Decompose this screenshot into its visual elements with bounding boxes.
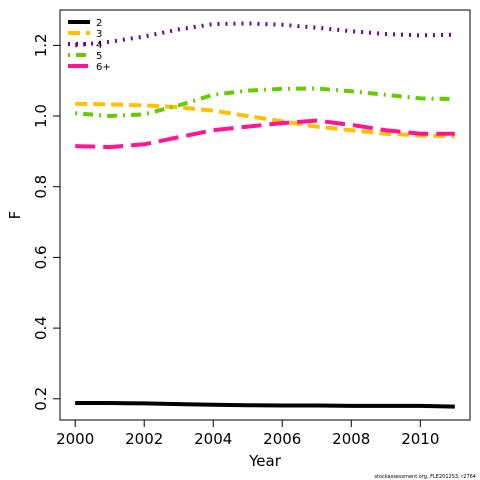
series-line bbox=[75, 86, 455, 118]
plot-frame bbox=[59, 9, 471, 421]
x-tick-label: 2006 bbox=[263, 430, 301, 448]
x-tick-label: 2000 bbox=[56, 430, 94, 448]
footer: stockassessment.org, FLE2012S3, r2764 bbox=[374, 474, 476, 480]
x-axis-label: Year bbox=[248, 452, 282, 470]
x-tick-label: 2008 bbox=[332, 430, 370, 448]
series-line bbox=[75, 101, 455, 139]
y-axis-label: F bbox=[6, 211, 24, 220]
legend-label: 2 bbox=[96, 18, 102, 29]
legend-label: 3 bbox=[96, 29, 102, 40]
y-tick-label: 1.0 bbox=[32, 104, 50, 128]
x-tick-label: 2002 bbox=[125, 430, 163, 448]
legend-label: 5 bbox=[96, 51, 102, 62]
legend-label: 4 bbox=[96, 40, 102, 51]
y-tick-label: 0.4 bbox=[32, 316, 50, 340]
y-tick-label: 1.2 bbox=[32, 33, 50, 57]
x-tick-label: 2010 bbox=[401, 430, 439, 448]
x-tick-label: 2004 bbox=[194, 430, 232, 448]
legend-label: 6+ bbox=[96, 62, 111, 73]
y-tick-label: 0.2 bbox=[32, 387, 50, 411]
y-tick-label: 0.8 bbox=[32, 175, 50, 199]
series-line bbox=[75, 118, 455, 150]
y-tick-label: 0.6 bbox=[32, 245, 50, 269]
series-line bbox=[75, 401, 455, 409]
series-line bbox=[74, 21, 455, 48]
